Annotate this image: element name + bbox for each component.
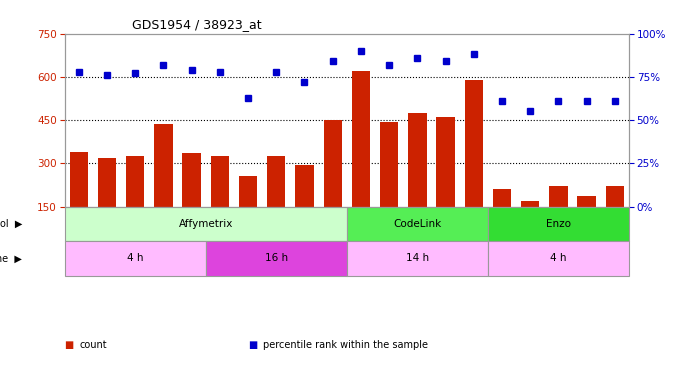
Bar xyxy=(347,241,488,276)
Text: GDS1954 / 38923_at: GDS1954 / 38923_at xyxy=(133,18,262,31)
Text: CodeLink: CodeLink xyxy=(393,219,441,229)
Bar xyxy=(549,186,568,207)
Text: 4 h: 4 h xyxy=(127,254,143,263)
Bar xyxy=(295,165,313,207)
Text: time  ▶: time ▶ xyxy=(0,254,22,263)
Bar xyxy=(347,207,488,241)
Bar xyxy=(65,241,205,276)
Bar xyxy=(267,156,286,207)
Bar xyxy=(65,207,347,241)
Text: ■: ■ xyxy=(65,340,74,350)
Bar xyxy=(577,196,596,207)
Bar xyxy=(606,186,624,207)
Bar xyxy=(211,156,229,207)
Bar xyxy=(380,122,398,207)
Text: percentile rank within the sample: percentile rank within the sample xyxy=(263,340,428,350)
Bar xyxy=(98,158,116,207)
Text: 16 h: 16 h xyxy=(265,254,288,263)
Bar xyxy=(352,71,370,207)
Bar xyxy=(239,176,257,207)
Text: Enzo: Enzo xyxy=(546,219,571,229)
Text: Affymetrix: Affymetrix xyxy=(179,219,233,229)
Bar xyxy=(488,241,629,276)
Bar xyxy=(69,152,88,207)
Bar xyxy=(205,241,347,276)
Bar xyxy=(464,80,483,207)
Text: protocol  ▶: protocol ▶ xyxy=(0,219,22,229)
Text: 14 h: 14 h xyxy=(406,254,429,263)
Bar xyxy=(408,113,426,207)
Bar xyxy=(126,156,144,207)
Text: count: count xyxy=(80,340,107,350)
Bar xyxy=(154,124,173,207)
Bar xyxy=(182,153,201,207)
Bar xyxy=(488,207,629,241)
Text: 4 h: 4 h xyxy=(550,254,566,263)
Bar xyxy=(521,201,539,207)
Bar xyxy=(493,189,511,207)
Bar xyxy=(437,117,455,207)
Text: ■: ■ xyxy=(248,340,258,350)
Bar xyxy=(324,120,342,207)
